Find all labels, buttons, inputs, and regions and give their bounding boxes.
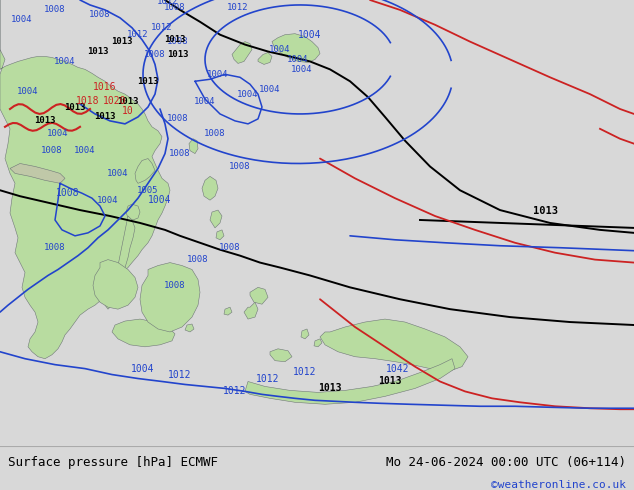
Text: 1008: 1008 — [44, 243, 66, 252]
Text: 1008: 1008 — [167, 114, 189, 123]
Text: 1042: 1042 — [386, 364, 410, 373]
Text: 1013: 1013 — [64, 102, 86, 112]
Text: 1004: 1004 — [17, 87, 39, 96]
Text: 1008: 1008 — [187, 255, 209, 264]
Text: 1008: 1008 — [89, 10, 111, 20]
Text: 1013: 1013 — [164, 35, 186, 44]
Text: 1004: 1004 — [74, 146, 96, 155]
Text: 1004: 1004 — [287, 55, 309, 64]
Polygon shape — [270, 349, 292, 362]
Text: Mo 24-06-2024 00:00 UTC (06+114): Mo 24-06-2024 00:00 UTC (06+114) — [386, 456, 626, 469]
Text: 1012: 1012 — [256, 373, 280, 384]
Polygon shape — [224, 307, 232, 315]
Text: 1013: 1013 — [378, 376, 402, 387]
Text: 1008: 1008 — [44, 5, 66, 14]
Text: 10: 10 — [122, 106, 134, 116]
Polygon shape — [10, 164, 65, 183]
Text: 1013: 1013 — [117, 97, 139, 105]
Text: 1008: 1008 — [164, 3, 186, 12]
Polygon shape — [320, 319, 468, 371]
Polygon shape — [112, 319, 175, 347]
Polygon shape — [0, 0, 170, 359]
Text: 1012: 1012 — [227, 3, 249, 12]
Text: 1012: 1012 — [127, 30, 149, 39]
Text: ©weatheronline.co.uk: ©weatheronline.co.uk — [491, 480, 626, 490]
Polygon shape — [258, 52, 272, 64]
Text: 1008: 1008 — [219, 243, 241, 252]
Text: 1004: 1004 — [194, 97, 216, 105]
Polygon shape — [185, 324, 194, 332]
Text: 1013: 1013 — [111, 37, 133, 46]
Text: 1012: 1012 — [168, 369, 191, 380]
Text: 1013: 1013 — [318, 384, 342, 393]
Polygon shape — [314, 339, 322, 347]
Text: 1020: 1020 — [103, 96, 127, 106]
Text: 1004: 1004 — [131, 364, 155, 373]
Text: 1012: 1012 — [294, 367, 317, 377]
Polygon shape — [126, 204, 140, 220]
Text: 1004: 1004 — [148, 195, 172, 205]
Text: 1008: 1008 — [204, 129, 226, 138]
Text: 1004: 1004 — [237, 90, 259, 98]
Text: 1004: 1004 — [259, 85, 281, 94]
Polygon shape — [244, 302, 258, 319]
Polygon shape — [202, 176, 218, 200]
Text: 1008: 1008 — [167, 37, 189, 46]
Text: 1013: 1013 — [533, 206, 557, 216]
Text: 1004: 1004 — [48, 129, 68, 138]
Text: 1004: 1004 — [207, 70, 229, 79]
Text: 1004: 1004 — [107, 169, 129, 178]
Text: 1016: 1016 — [93, 82, 117, 92]
Polygon shape — [232, 42, 252, 63]
Text: 1008: 1008 — [56, 188, 80, 198]
Text: 1008: 1008 — [41, 146, 63, 155]
Text: 1013: 1013 — [167, 50, 189, 59]
Polygon shape — [210, 210, 222, 228]
Text: 1005: 1005 — [137, 186, 158, 195]
Text: 1004: 1004 — [298, 30, 321, 40]
Text: 1018: 1018 — [76, 96, 100, 106]
Text: 1004: 1004 — [269, 45, 291, 54]
Polygon shape — [189, 139, 198, 153]
Polygon shape — [216, 230, 224, 240]
Text: 1013: 1013 — [94, 112, 116, 122]
Text: 1008: 1008 — [145, 50, 165, 59]
Text: 1013: 1013 — [34, 117, 56, 125]
Polygon shape — [301, 329, 309, 339]
Polygon shape — [105, 216, 135, 309]
Text: Surface pressure [hPa] ECMWF: Surface pressure [hPa] ECMWF — [8, 456, 217, 469]
Text: 1008: 1008 — [164, 281, 186, 290]
Text: 1008: 1008 — [169, 149, 191, 158]
Text: 1004: 1004 — [11, 15, 33, 24]
Text: 1004: 1004 — [291, 65, 313, 74]
Polygon shape — [245, 359, 455, 404]
Polygon shape — [250, 287, 268, 304]
Text: 1013: 1013 — [87, 47, 109, 56]
Text: 1004: 1004 — [97, 196, 119, 205]
Text: 1008: 1008 — [230, 162, 251, 171]
Text: 1013: 1013 — [137, 77, 158, 86]
Polygon shape — [135, 159, 155, 183]
Polygon shape — [93, 260, 138, 309]
Text: 1012: 1012 — [223, 387, 247, 396]
Text: 1004: 1004 — [55, 57, 75, 66]
Text: 1012: 1012 — [152, 23, 172, 32]
Polygon shape — [140, 263, 200, 332]
Polygon shape — [272, 34, 320, 62]
Text: 1012: 1012 — [157, 0, 179, 6]
